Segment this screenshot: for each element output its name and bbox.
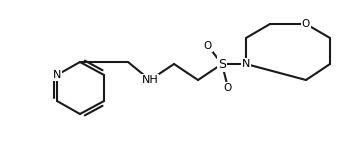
- Text: O: O: [224, 83, 232, 93]
- Text: N: N: [242, 59, 250, 69]
- Text: N: N: [53, 70, 61, 80]
- Text: O: O: [204, 41, 212, 51]
- Text: O: O: [302, 19, 310, 29]
- Text: S: S: [218, 57, 226, 71]
- Text: NH: NH: [142, 75, 158, 85]
